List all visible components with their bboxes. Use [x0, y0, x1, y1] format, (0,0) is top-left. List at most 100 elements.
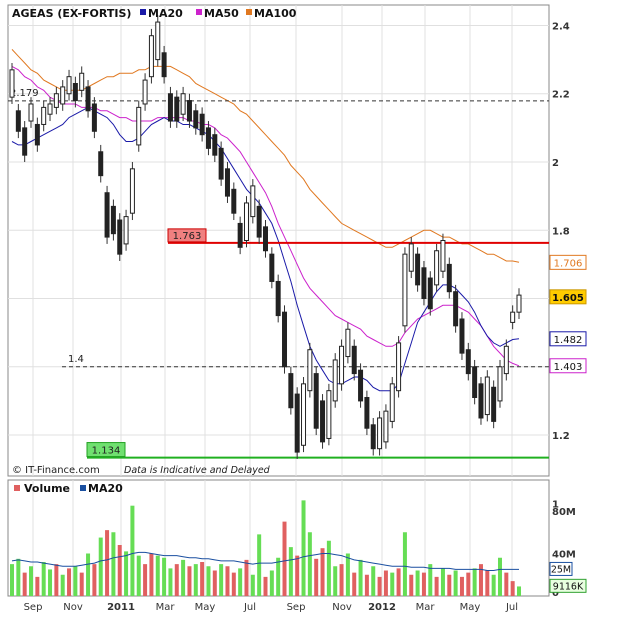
- candle-body: [110, 205, 116, 235]
- candle-body: [364, 397, 370, 429]
- candle-body: [15, 110, 21, 132]
- candle-body: [421, 267, 427, 300]
- right-label-ma20-box: [549, 331, 587, 347]
- candle-body: [408, 243, 414, 272]
- volume-bar: [35, 576, 40, 596]
- candle-body: [117, 219, 123, 255]
- volume-bar: [155, 555, 160, 596]
- candle-body: [484, 376, 490, 416]
- candle-body: [510, 311, 516, 323]
- candle-body: [186, 100, 192, 122]
- candle-body: [269, 253, 275, 282]
- volume-bar: [105, 530, 110, 596]
- y-tick-label: 1.2: [552, 431, 570, 442]
- volume-bar: [478, 564, 483, 596]
- volume-bar: [219, 564, 224, 596]
- right-label-ma50: 1.403: [554, 362, 583, 373]
- candle-body: [383, 410, 389, 443]
- candle-body: [22, 127, 28, 156]
- volume-bar: [212, 570, 217, 596]
- candle-body: [516, 294, 522, 313]
- volume-bar: [339, 564, 344, 596]
- volume-bar: [73, 566, 78, 596]
- volume-bar: [282, 521, 287, 596]
- volume-bar: [16, 558, 21, 596]
- legend-swatch-ma100: [246, 9, 252, 15]
- candle-body: [104, 192, 110, 238]
- volume-y-tick-label: 80M: [552, 507, 576, 518]
- x-tick-label: May: [195, 602, 216, 613]
- candle-body: [478, 383, 484, 419]
- volume-bar: [358, 559, 363, 596]
- candle-body: [345, 328, 351, 358]
- candle-body: [351, 345, 357, 375]
- resistance-label: 1.763: [173, 231, 202, 242]
- candle-body: [167, 93, 173, 122]
- volume-bar: [257, 534, 262, 596]
- candle-body: [320, 400, 326, 443]
- candle-body: [218, 147, 224, 180]
- volume-bar: [276, 557, 281, 596]
- volume-y-tick-label: 0: [552, 588, 559, 599]
- volume-y-tick-label: 40M: [552, 550, 576, 561]
- volume-bar: [466, 572, 471, 596]
- volume-bar: [301, 500, 306, 596]
- candle-body: [231, 188, 237, 214]
- candle-body: [427, 277, 433, 310]
- volume-bar: [288, 547, 293, 596]
- candle-body: [472, 366, 478, 399]
- right-label-ma50-box: [549, 358, 587, 374]
- candle-body: [396, 342, 402, 392]
- volume-bar: [409, 574, 414, 596]
- candle-body: [28, 103, 34, 122]
- volume-bar: [41, 562, 46, 596]
- candle-body: [174, 96, 180, 122]
- candle-body: [307, 349, 313, 392]
- legend-swatch-ma50: [196, 9, 202, 15]
- candle-body: [53, 93, 59, 108]
- chart-title: AGEAS (EX-FORTIS): [12, 7, 131, 20]
- volume-bar: [390, 572, 395, 596]
- candle-body: [377, 417, 383, 450]
- volume-bar: [244, 559, 249, 596]
- legend-label-ma100: MA100: [254, 7, 297, 20]
- volume-bar: [491, 574, 496, 596]
- candle-body: [440, 240, 446, 272]
- volume-bar: [371, 566, 376, 596]
- candle-body: [389, 383, 395, 422]
- candle-body: [212, 134, 218, 156]
- volume-bar: [428, 564, 433, 596]
- level-label-2179: 2.179: [10, 88, 39, 99]
- x-tick-label: Jul: [243, 602, 256, 613]
- candle-body: [47, 103, 53, 115]
- volume-bar: [92, 564, 97, 596]
- volume-bar: [162, 557, 167, 596]
- candle-body: [123, 216, 129, 245]
- x-tick-label: 2012: [368, 602, 396, 613]
- volume-bar: [231, 572, 236, 596]
- right-label-last-box: [549, 289, 587, 305]
- x-tick-label: Sep: [287, 602, 306, 613]
- candle-body: [497, 366, 503, 402]
- volume-bar: [48, 569, 53, 596]
- right-label-ma100: 1.706: [554, 258, 583, 269]
- volume-bar: [79, 572, 84, 596]
- resistance-label-box: [167, 228, 207, 243]
- candle-body: [129, 168, 135, 214]
- candle-body: [491, 386, 497, 422]
- volume-bar: [174, 564, 179, 596]
- volume-bar: [504, 572, 509, 596]
- volume-bar: [124, 551, 129, 596]
- candle-body: [155, 21, 161, 61]
- x-tick-label: 2011: [107, 602, 135, 613]
- support-label-box: [86, 442, 126, 458]
- candle-body: [199, 113, 205, 136]
- volume-ma-right-box: [549, 561, 573, 576]
- candle-body: [98, 151, 104, 177]
- y-tick-label: 2: [552, 158, 559, 169]
- level-label-14: 1.4: [68, 354, 84, 365]
- volume-legend-swatch: [14, 485, 20, 491]
- candle-body: [60, 86, 66, 105]
- volume-bar: [206, 566, 211, 596]
